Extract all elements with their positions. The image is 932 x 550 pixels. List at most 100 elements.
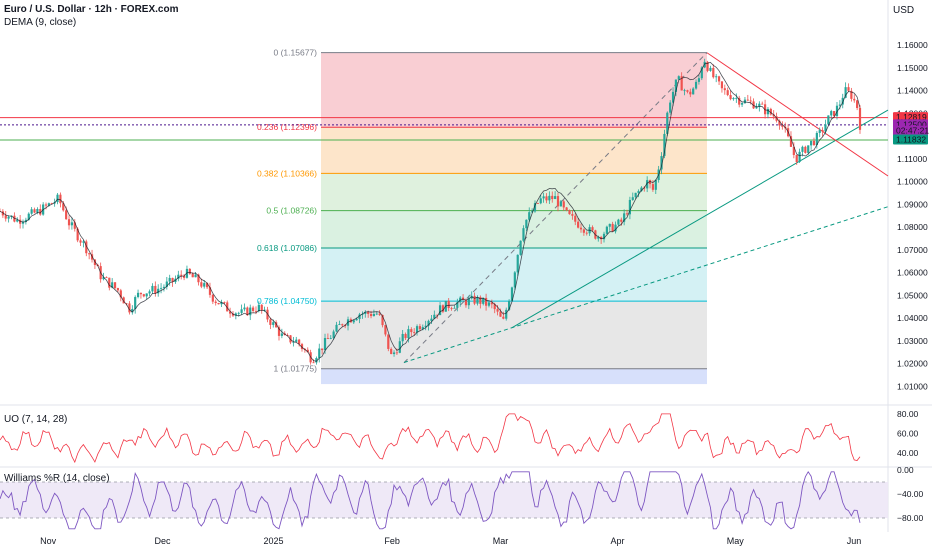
- candle-body: [559, 201, 562, 207]
- uo-legend[interactable]: UO (7, 14, 28): [4, 414, 68, 425]
- candle-body: [789, 136, 793, 147]
- candle-body: [171, 277, 174, 282]
- time-tick-label: Mar: [493, 536, 509, 546]
- candle-body: [381, 314, 384, 326]
- candle-body: [752, 101, 755, 109]
- williams-r-legend[interactable]: Williams %R (14, close): [4, 473, 110, 484]
- price-tag-text: 1.12500: [896, 119, 927, 129]
- candle-body: [82, 241, 85, 243]
- candle-body: [614, 224, 617, 232]
- candle-body: [766, 108, 770, 115]
- candle-body: [392, 352, 396, 355]
- candle-body: [421, 327, 424, 330]
- candle-body: [746, 99, 749, 101]
- wr-tick-label: −40.00: [897, 489, 924, 499]
- candlesticks: [0, 58, 862, 365]
- trend-lines[interactable]: [403, 52, 889, 363]
- candle-body: [240, 309, 243, 313]
- candle-body: [585, 232, 588, 234]
- trendline-resistance: [706, 52, 889, 177]
- candle-body: [761, 103, 764, 105]
- candle-body: [608, 223, 611, 227]
- candle-body: [131, 308, 134, 313]
- candle-body: [772, 114, 775, 117]
- candle-body: [827, 115, 830, 125]
- price-tick-label: 1.09000: [897, 199, 928, 209]
- candle-body: [237, 312, 240, 314]
- candle-body: [568, 210, 571, 215]
- dema-legend[interactable]: DEMA (9, close): [4, 17, 77, 28]
- time-tick-label: Feb: [384, 536, 400, 546]
- separator-lines: [0, 0, 932, 532]
- candle-body: [7, 216, 10, 219]
- candle-body: [582, 229, 585, 233]
- candle-body: [565, 207, 568, 211]
- candle-body: [692, 88, 695, 95]
- candle-body: [548, 195, 551, 201]
- candle-body: [637, 191, 640, 193]
- candle-body: [631, 197, 634, 200]
- price-axis[interactable]: 1.160001.150001.140001.130001.120001.110…: [897, 40, 928, 523]
- candle-body: [280, 333, 283, 336]
- candle-body: [493, 304, 496, 310]
- fibonacci-retracement[interactable]: 0 (1.15677) 0.236 (1.12396) 0.382 (1.10366…: [257, 48, 708, 385]
- candle-body: [122, 297, 125, 304]
- fib-zone: [321, 52, 707, 128]
- candle-body: [33, 209, 36, 213]
- candle-body: [410, 329, 413, 333]
- candle-body: [625, 213, 629, 215]
- candle-body: [148, 291, 151, 294]
- candle-body: [79, 240, 82, 243]
- candle-body: [792, 146, 795, 155]
- candle-body: [154, 285, 157, 294]
- candle-body: [257, 304, 260, 312]
- candle-body: [39, 209, 42, 215]
- candle-body: [844, 87, 847, 98]
- candle-body: [646, 180, 649, 189]
- candle-body: [755, 106, 758, 109]
- candle-body: [648, 180, 652, 185]
- time-axis[interactable]: Nov Dec 2025 Feb Mar Apr May Jun: [40, 536, 861, 546]
- candle-body: [275, 322, 278, 328]
- candle-body: [769, 108, 772, 115]
- candle-body: [249, 307, 252, 316]
- candle-body: [430, 318, 433, 321]
- candle-body: [415, 326, 419, 333]
- candle-body: [73, 222, 76, 229]
- candle-body: [323, 338, 327, 351]
- candle-body: [801, 146, 804, 152]
- candle-body: [671, 91, 675, 103]
- candle-body: [102, 277, 105, 280]
- candle-body: [407, 329, 410, 339]
- candle-body: [853, 98, 856, 101]
- fib-extension-zone: [321, 368, 707, 385]
- horizontal-price-lines[interactable]: [0, 117, 888, 141]
- candle-body: [165, 281, 168, 287]
- candle-body: [447, 300, 450, 309]
- candle-body: [246, 307, 249, 316]
- candle-body: [542, 196, 545, 199]
- candle-body: [390, 348, 393, 355]
- price-tag-text: 1.11832: [896, 135, 926, 145]
- candle-body: [338, 324, 341, 326]
- trendline-lower-dashed: [403, 206, 889, 363]
- candle-body: [113, 282, 117, 289]
- candle-body: [223, 302, 226, 303]
- time-tick-label: Jun: [847, 536, 862, 546]
- candle-body: [717, 76, 721, 82]
- candle-body: [723, 88, 726, 91]
- candle-body: [847, 87, 850, 91]
- candle-body: [289, 335, 292, 343]
- candle-body: [355, 319, 358, 321]
- candle-body: [830, 111, 833, 116]
- candle-body: [628, 199, 631, 215]
- candle-body: [749, 100, 752, 102]
- candle-body: [600, 236, 603, 240]
- candle-body: [413, 332, 416, 333]
- price-tick-label: 1.07000: [897, 245, 928, 255]
- candle-body: [27, 213, 30, 220]
- candle-body: [660, 156, 663, 170]
- candle-body: [487, 302, 491, 306]
